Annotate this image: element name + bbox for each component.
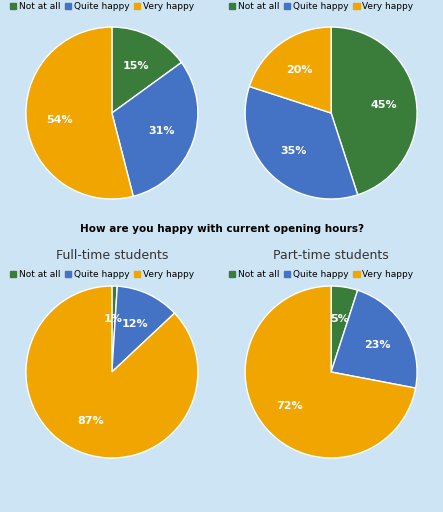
Wedge shape [245,87,358,199]
Wedge shape [245,286,416,458]
Legend: Not at all, Quite happy, Very happy: Not at all, Quite happy, Very happy [9,2,195,12]
Legend: Not at all, Quite happy, Very happy: Not at all, Quite happy, Very happy [228,269,414,280]
Text: 20%: 20% [287,65,313,75]
Text: 12%: 12% [121,319,148,329]
Wedge shape [112,286,175,372]
Legend: Not at all, Quite happy, Very happy: Not at all, Quite happy, Very happy [228,2,414,12]
Text: 54%: 54% [46,115,72,125]
Text: 45%: 45% [370,100,397,110]
Text: 72%: 72% [277,401,303,411]
Text: 23%: 23% [364,340,390,350]
Text: 5%: 5% [330,314,349,325]
Text: How are you happy with current opening hours?: How are you happy with current opening h… [79,224,364,234]
Wedge shape [331,290,417,388]
Wedge shape [26,286,198,458]
Wedge shape [26,27,133,199]
Wedge shape [249,27,331,113]
Title: Part-time students: Part-time students [273,249,389,262]
Text: 87%: 87% [78,416,104,426]
Wedge shape [112,62,198,196]
Text: 35%: 35% [280,146,307,156]
Text: 1%: 1% [104,314,123,324]
Text: 31%: 31% [149,126,175,136]
Wedge shape [112,27,182,113]
Title: Full-time students: Full-time students [56,249,168,262]
Wedge shape [331,286,358,372]
Text: 15%: 15% [123,60,149,71]
Wedge shape [112,286,117,372]
Legend: Not at all, Quite happy, Very happy: Not at all, Quite happy, Very happy [9,269,195,280]
Wedge shape [331,27,417,195]
